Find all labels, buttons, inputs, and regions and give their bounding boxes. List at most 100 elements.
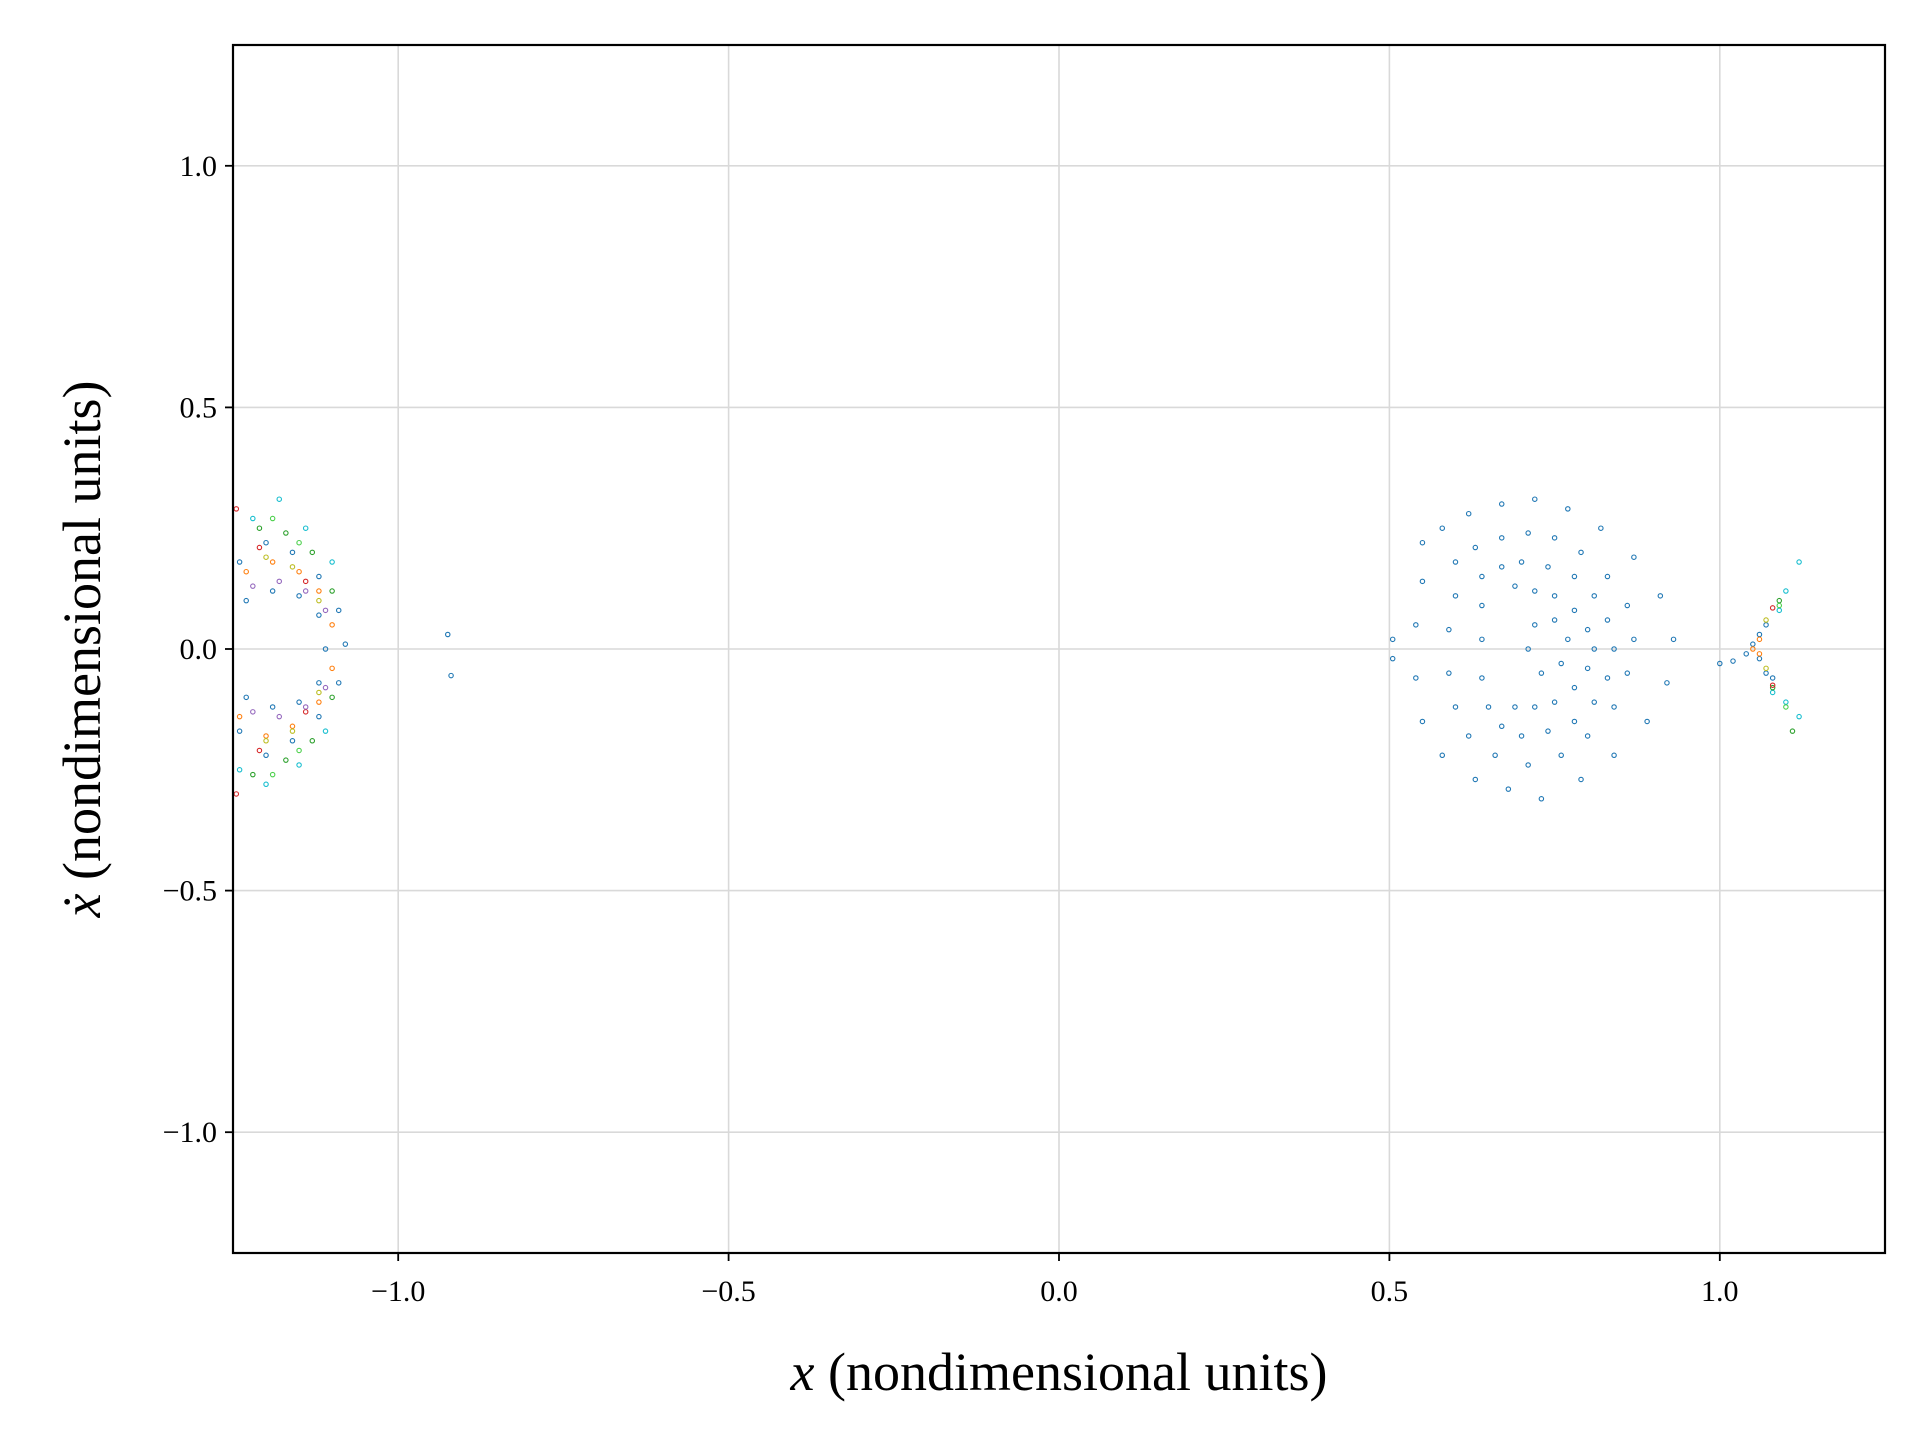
- data-point: [276, 578, 283, 585]
- data-point: [289, 728, 296, 734]
- data-point: [250, 709, 256, 715]
- data-point: [263, 539, 269, 546]
- data-point: [1796, 713, 1802, 720]
- data-point: [329, 694, 335, 701]
- data-point: [1664, 680, 1670, 686]
- data-point: [1472, 544, 1479, 551]
- x-tick-label: 0.5: [1371, 1275, 1409, 1308]
- data-point: [236, 767, 243, 773]
- data-point: [1545, 564, 1551, 570]
- data-point: [236, 728, 243, 734]
- data-point: [1578, 549, 1584, 556]
- data-point: [1413, 622, 1419, 628]
- data-point: [1465, 733, 1472, 739]
- data-point: [322, 728, 329, 734]
- data-point: [1763, 665, 1769, 672]
- data-point: [1525, 646, 1531, 652]
- data-point: [1532, 588, 1538, 594]
- data-point: [1452, 704, 1459, 710]
- data-point: [1578, 776, 1584, 783]
- data-point: [276, 713, 283, 720]
- data-point: [1413, 675, 1419, 681]
- data-point: [448, 672, 454, 679]
- data-point: [269, 515, 276, 522]
- data-point: [1439, 752, 1446, 759]
- data-point: [243, 568, 249, 575]
- y-tick-label: 1.0: [180, 150, 218, 183]
- data-point: [1532, 622, 1538, 628]
- data-point: [309, 549, 316, 556]
- data-point: [1631, 636, 1637, 643]
- data-point: [263, 738, 269, 744]
- y-tick-label: 0.5: [180, 391, 218, 424]
- data-point: [1498, 564, 1505, 570]
- data-point: [302, 578, 309, 585]
- x-axis-label: x (nondimensional units): [790, 1342, 1328, 1402]
- data-point: [289, 564, 296, 570]
- data-point: [1525, 530, 1531, 536]
- data-point: [1604, 573, 1611, 580]
- data-point: [1439, 525, 1446, 531]
- data-point: [1571, 607, 1578, 614]
- data-point: [269, 588, 276, 594]
- y-tick-label: 0.0: [180, 633, 218, 666]
- data-point: [1551, 535, 1558, 541]
- data-point: [1763, 617, 1769, 623]
- data-point: [1551, 699, 1558, 705]
- data-point: [243, 694, 249, 701]
- data-point: [243, 597, 249, 604]
- data-point: [316, 689, 322, 696]
- data-point: [1538, 670, 1545, 676]
- x-tick-label: −0.5: [701, 1275, 755, 1308]
- data-point: [269, 771, 276, 778]
- data-point: [283, 757, 289, 763]
- data-point: [1591, 593, 1597, 599]
- data-point: [1465, 510, 1472, 517]
- data-point: [329, 559, 335, 565]
- data-point: [316, 612, 322, 618]
- data-point: [1571, 684, 1578, 691]
- data-point: [1657, 593, 1664, 599]
- data-point: [1604, 617, 1611, 623]
- data-point: [1492, 752, 1498, 759]
- data-point: [1743, 651, 1749, 657]
- x-tick-label: 1.0: [1701, 1275, 1739, 1308]
- data-point: [1783, 704, 1789, 710]
- data-point: [1505, 786, 1512, 792]
- data-point: [1446, 626, 1452, 633]
- data-point: [233, 506, 240, 512]
- data-point: [1624, 670, 1631, 676]
- data-point: [289, 738, 296, 744]
- data-point: [233, 791, 240, 797]
- y-tick-label: −1.0: [163, 1116, 217, 1149]
- data-point: [445, 631, 451, 638]
- data-point: [1532, 704, 1538, 710]
- data-point: [1598, 525, 1604, 531]
- data-point: [1558, 660, 1564, 667]
- data-point: [1604, 675, 1611, 681]
- data-point: [329, 665, 335, 672]
- data-point: [342, 641, 349, 647]
- data-point: [1479, 602, 1485, 609]
- data-point: [263, 752, 269, 759]
- data-point: [1584, 626, 1591, 633]
- data-point: [1551, 593, 1558, 599]
- data-point: [289, 549, 296, 556]
- data-point: [1730, 658, 1736, 664]
- data-point: [1584, 733, 1591, 739]
- data-point: [296, 568, 302, 575]
- grid-lines: [233, 45, 1885, 1253]
- data-point: [1419, 578, 1426, 585]
- data-point: [256, 747, 263, 754]
- data-point: [250, 583, 256, 589]
- data-point: [316, 573, 322, 580]
- data-point: [316, 680, 322, 686]
- data-point: [1756, 651, 1763, 657]
- data-point: [1518, 559, 1525, 565]
- data-point: [1512, 583, 1518, 589]
- data-point: [316, 713, 322, 720]
- data-point: [1631, 554, 1637, 560]
- data-point: [1717, 660, 1723, 667]
- data-point: [316, 588, 322, 594]
